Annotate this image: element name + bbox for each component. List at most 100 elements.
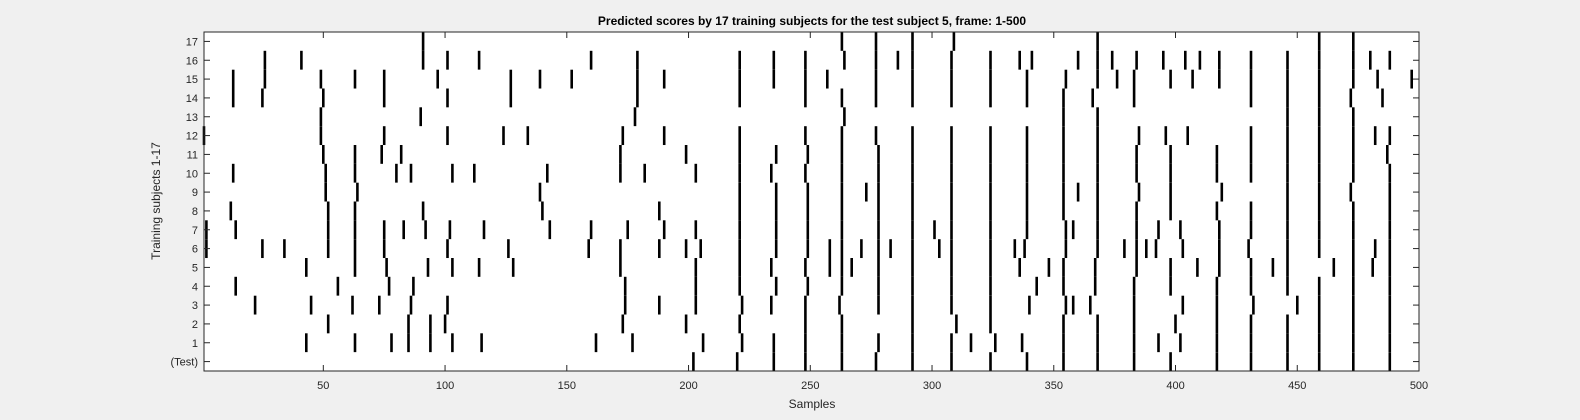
event-mark (570, 69, 573, 89)
event-mark (938, 239, 941, 259)
event-mark (950, 182, 953, 202)
event-mark (874, 50, 878, 70)
event-mark (840, 239, 844, 259)
event-mark (1030, 50, 1034, 70)
event-mark (1093, 276, 1097, 296)
event-mark (1317, 220, 1321, 240)
x-tick-label: 400 (1166, 380, 1184, 392)
row-17 (421, 32, 1355, 51)
event-mark (694, 163, 698, 183)
event-mark (1215, 352, 1219, 372)
event-mark (336, 276, 340, 296)
event-mark (1218, 50, 1221, 70)
event-mark (828, 239, 832, 259)
event-mark (1137, 182, 1141, 202)
event-mark (1352, 145, 1355, 164)
event-mark (382, 239, 386, 259)
event-mark (911, 201, 914, 221)
event-mark (1018, 258, 1021, 277)
event-mark (436, 69, 439, 89)
event-mark (546, 163, 549, 183)
event-mark (1025, 69, 1029, 89)
event-mark (353, 145, 357, 164)
event-mark (804, 163, 807, 183)
event-mark (421, 50, 425, 70)
event-mark (738, 69, 741, 89)
event-mark (911, 182, 914, 202)
event-mark (933, 220, 936, 240)
event-mark (1352, 333, 1355, 353)
event-mark (774, 201, 778, 221)
event-mark (911, 163, 914, 183)
event-mark (1388, 258, 1392, 277)
event-mark (1388, 239, 1392, 259)
event-mark (1296, 295, 1299, 315)
event-mark (1317, 126, 1321, 146)
event-mark (1220, 182, 1224, 202)
event-mark (589, 220, 593, 240)
x-tick-label: 300 (923, 380, 941, 392)
event-mark (774, 182, 778, 202)
event-mark (772, 50, 776, 70)
event-mark (1062, 126, 1065, 146)
event-mark (662, 220, 666, 240)
event-mark (1132, 314, 1136, 334)
plot-area (204, 32, 1419, 371)
event-mark (1062, 201, 1065, 221)
event-mark (399, 145, 403, 164)
event-mark (509, 88, 513, 108)
event-mark (1157, 333, 1160, 353)
event-mark (446, 50, 449, 70)
row-10 (231, 163, 1392, 183)
event-mark (1286, 145, 1289, 164)
event-mark (1025, 220, 1029, 240)
event-mark (1157, 220, 1160, 240)
event-mark (1062, 314, 1065, 334)
event-mark (1286, 69, 1289, 89)
event-mark (619, 258, 622, 277)
event-mark (1135, 145, 1138, 164)
event-mark (772, 69, 776, 89)
event-mark (738, 220, 741, 240)
row-3 (253, 295, 1392, 315)
event-mark (874, 88, 878, 108)
event-mark (407, 333, 410, 353)
event-mark (1249, 50, 1253, 70)
event-mark (231, 69, 235, 89)
event-mark (738, 182, 741, 202)
event-mark (740, 333, 744, 353)
x-tick-label: 150 (558, 380, 576, 392)
y-tick-label: 4 (192, 281, 198, 293)
event-mark (1249, 220, 1253, 240)
event-mark (840, 163, 844, 183)
row-14 (231, 88, 1384, 108)
event-mark (911, 50, 914, 70)
event-mark (1317, 69, 1321, 89)
event-mark (1071, 220, 1075, 240)
event-mark (353, 333, 357, 353)
event-mark (1096, 182, 1099, 202)
event-mark (1388, 182, 1392, 202)
event-mark (840, 276, 844, 296)
event-mark (989, 295, 992, 315)
event-mark (619, 163, 622, 183)
event-mark (1179, 220, 1182, 240)
event-mark (502, 126, 505, 146)
event-mark (1388, 314, 1392, 334)
event-mark (643, 163, 646, 183)
row-1 (305, 333, 1392, 353)
event-mark (1025, 163, 1029, 183)
event-mark (989, 258, 992, 277)
event-mark (382, 88, 386, 108)
event-mark (319, 107, 323, 127)
event-mark (1271, 258, 1275, 277)
event-mark (446, 239, 449, 259)
event-mark (1215, 163, 1219, 183)
event-mark (300, 50, 303, 70)
event-mark (911, 239, 914, 259)
event-mark (621, 126, 625, 146)
event-mark (1089, 295, 1092, 315)
event-mark (1123, 239, 1126, 259)
event-mark (1096, 107, 1099, 127)
